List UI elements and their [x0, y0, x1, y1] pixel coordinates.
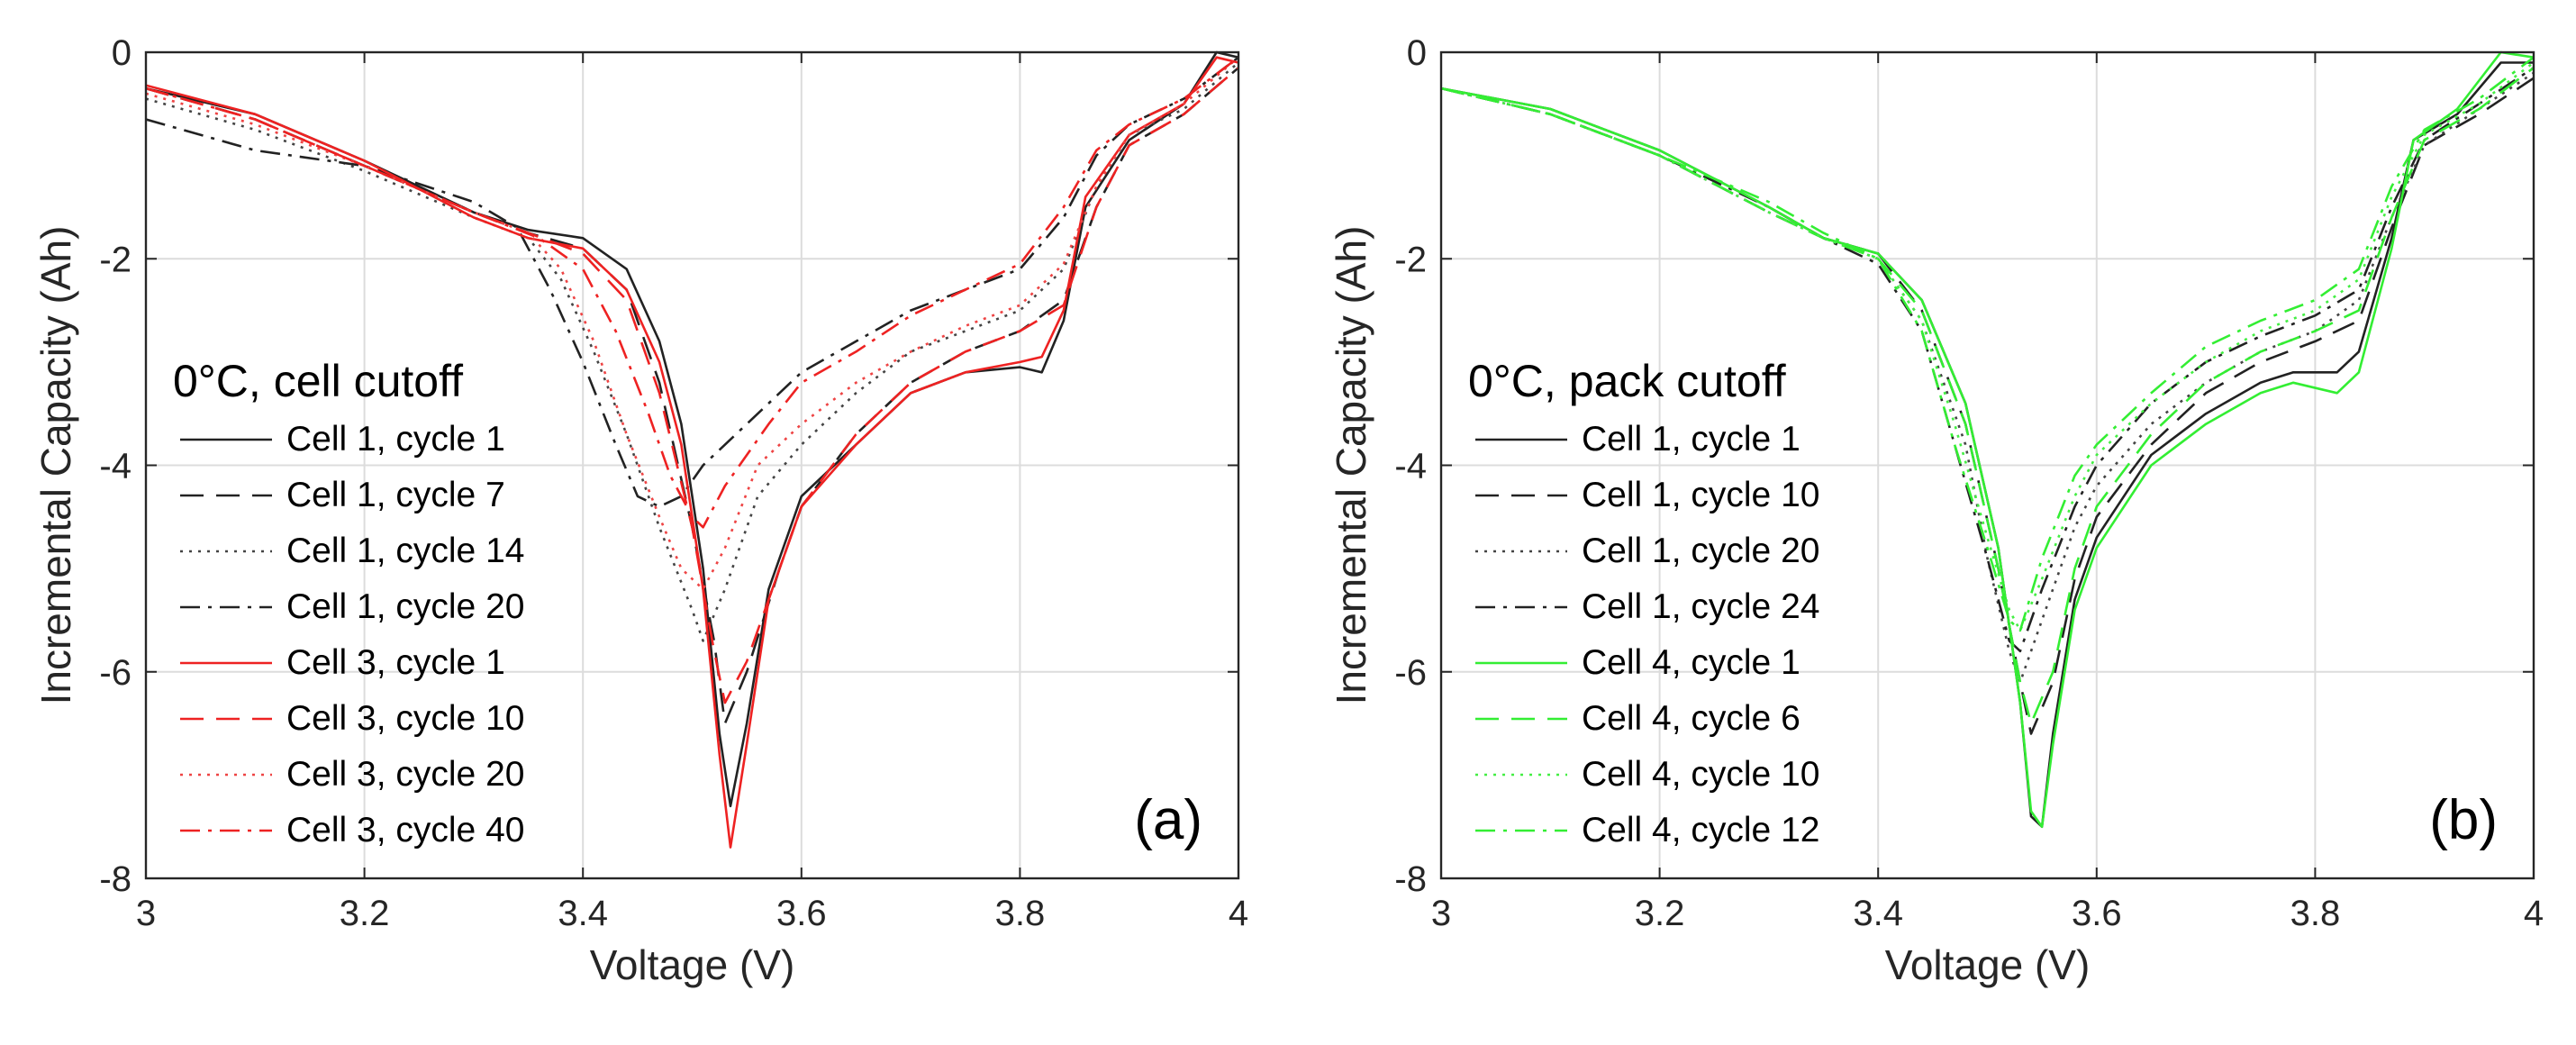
x-tick-label: 3.6 — [2072, 894, 2122, 933]
series-line-6 — [1441, 67, 2534, 725]
y-tick-label: -4 — [99, 447, 132, 486]
x-tick-label: 4 — [2524, 894, 2544, 933]
y-tick-label: -6 — [1394, 653, 1427, 693]
series-line-5 — [1441, 50, 2534, 829]
x-tick-label: 3 — [1431, 894, 1451, 933]
x-tick-label: 3.8 — [2290, 894, 2341, 933]
panel-label: (a) — [1134, 789, 1202, 851]
y-tick-label: -2 — [99, 240, 132, 279]
y-tick-label: -6 — [99, 653, 132, 693]
series-line-7 — [146, 56, 1238, 591]
series-line-7 — [1441, 61, 2534, 632]
y-tick-label: -8 — [1394, 859, 1427, 899]
legend: 0°C, cell cutoff Cell 1, cycle 1 Cell 1, c… — [173, 356, 524, 850]
y-tick-label: -8 — [99, 859, 132, 899]
series-line-4 — [1441, 67, 2534, 653]
series-line-1 — [146, 50, 1238, 808]
legend-title: 0°C, pack cutoff — [1468, 356, 1786, 406]
series-line-4 — [146, 56, 1238, 508]
legend-entry: Cell 1, cycle 7 — [286, 476, 505, 514]
series-group — [1441, 50, 2534, 829]
legend-entry: Cell 1, cycle 10 — [1582, 476, 1819, 514]
series-line-3 — [1441, 71, 2534, 684]
panel-label: (b) — [2429, 789, 2498, 851]
legend: 0°C, pack cutoff Cell 1, cycle 1 Cell 1, c… — [1468, 356, 1819, 850]
y-axis-label: Incremental Capacity (Ah) — [32, 226, 79, 705]
legend-title: 0°C, cell cutoff — [173, 356, 463, 406]
chart-panel-a: 3 3.2 3.4 3.6 3.8 4 0 -2 -4 -6 -8 Voltage (V) Increm… — [32, 33, 1248, 988]
legend-entry: Cell 1, cycle 14 — [286, 532, 524, 570]
legend-entry: Cell 4, cycle 10 — [1582, 755, 1819, 794]
x-axis-label: Voltage (V) — [1885, 941, 2091, 988]
x-tick-label: 3.8 — [995, 894, 1046, 933]
x-tick-label: 3.4 — [1853, 894, 1903, 933]
series-line-5 — [146, 56, 1238, 849]
x-axis-label: Voltage (V) — [590, 941, 795, 988]
legend-entry: Cell 3, cycle 1 — [286, 643, 505, 682]
series-group — [146, 50, 1238, 849]
legend-entry: Cell 4, cycle 1 — [1582, 643, 1800, 682]
y-tick-label: -4 — [1394, 447, 1427, 486]
legend-entry: Cell 3, cycle 40 — [286, 811, 524, 850]
y-axis-label: Incremental Capacity (Ah) — [1328, 226, 1374, 705]
x-tick-label: 4 — [1229, 894, 1248, 933]
legend-entry: Cell 3, cycle 20 — [286, 755, 524, 794]
series-line-2 — [146, 67, 1238, 725]
x-tick-label: 3.2 — [1635, 894, 1685, 933]
x-tick-label: 3 — [136, 894, 156, 933]
legend-entry: Cell 4, cycle 6 — [1582, 699, 1800, 738]
y-tick-label: 0 — [1407, 33, 1427, 73]
x-tick-label: 3.2 — [340, 894, 390, 933]
x-tick-label: 3.6 — [776, 894, 827, 933]
series-line-8 — [146, 56, 1238, 529]
y-tick-label: 0 — [112, 33, 132, 73]
legend-entry: Cell 1, cycle 1 — [286, 420, 505, 459]
legend-entry: Cell 3, cycle 10 — [286, 699, 524, 738]
series-line-6 — [146, 67, 1238, 704]
legend-entry: Cell 1, cycle 20 — [286, 587, 524, 626]
chart-panel-b: 3 3.2 3.4 3.6 3.8 4 0 -2 -4 -6 -8 Voltage (V) Increm… — [1328, 33, 2544, 988]
legend-entry: Cell 1, cycle 1 — [1582, 420, 1800, 459]
legend-entry: Cell 1, cycle 24 — [1582, 587, 1819, 626]
x-tick-label: 3.4 — [558, 894, 608, 933]
legend-entry: Cell 1, cycle 20 — [1582, 532, 1819, 570]
legend-entry: Cell 4, cycle 12 — [1582, 811, 1819, 850]
y-tick-label: -2 — [1394, 240, 1427, 279]
